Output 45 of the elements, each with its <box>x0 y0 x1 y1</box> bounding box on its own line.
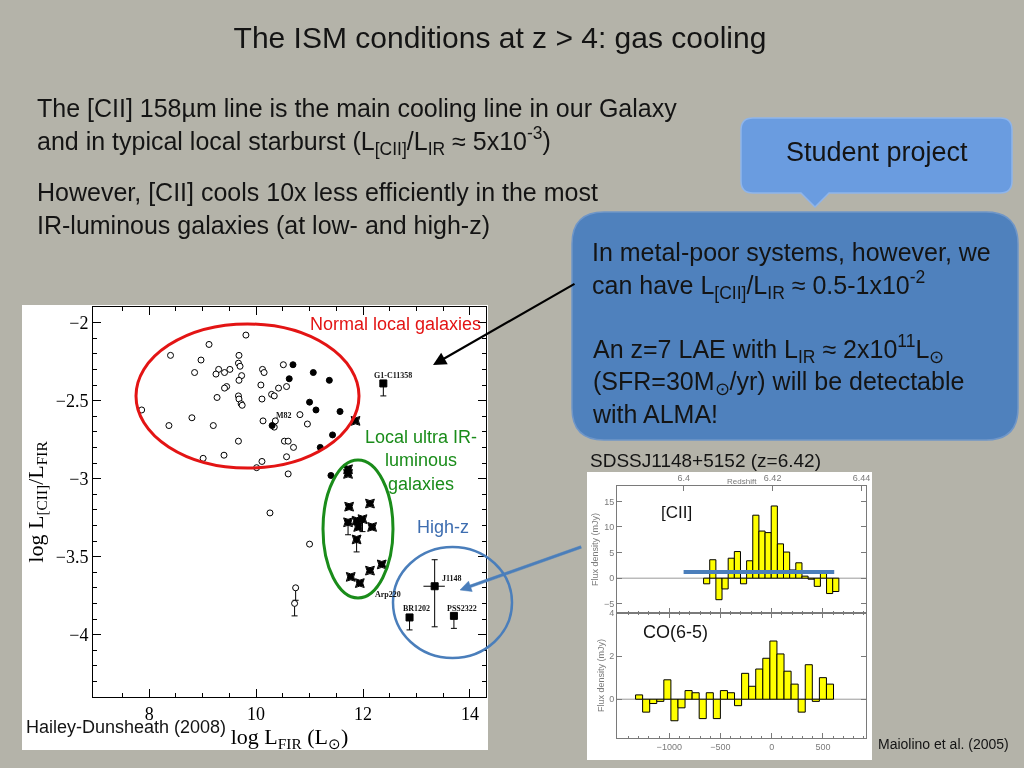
text: Maiolino et al. (2005) <box>878 736 1009 752</box>
annotation: BR1202 <box>403 604 431 613</box>
text: An z=7 LAE with L$_{IR}$ ≈ 2x10$^{11}$L$_{⊙}$ (SFR=30M$_{⊙}$/yr) will be detectable with ALMA! <box>593 331 965 428</box>
y-tick-label: 0 <box>609 573 615 584</box>
chart-title: SDSSJ1148+5152 (z=6.42) <box>590 450 821 471</box>
annotation: [CII] <box>661 503 693 522</box>
annotation: Normal local galaxies <box>310 314 482 334</box>
text: However, [CII] cools 10x less efficiently in the most IR-luminous galaxies (at low- and high-z) <box>37 178 598 239</box>
x-tick-label: 0 <box>769 741 775 752</box>
y-tick-label: 4 <box>609 608 615 619</box>
y-tick-label: −3 <box>69 468 89 489</box>
x-tick-label: 10 <box>247 703 266 724</box>
y-tick-label: 0 <box>609 694 615 705</box>
x-tick-label: −500 <box>710 741 731 752</box>
x2-axis-title: Redshift <box>727 477 758 486</box>
annotation: High-z <box>417 517 470 537</box>
x-axis-title: log L$_{FIR}$ (L$_{⊙}$) <box>230 724 349 753</box>
annotation: M82 <box>276 411 292 420</box>
annotation: J1148 <box>442 574 462 583</box>
y-axis-title: Flux density (mJy) <box>590 512 601 587</box>
y-tick-label: −3.5 <box>55 546 89 567</box>
annotation: Local ultra IR-luminous galaxies <box>365 427 478 494</box>
y-tick-label: 2 <box>609 651 615 662</box>
x2-tick-label: 6.4 <box>677 473 690 484</box>
x2-tick-label: 6.44 <box>852 473 871 484</box>
x2-tick-label: 6.42 <box>763 473 782 484</box>
annotation: G1-C11358 <box>374 371 413 380</box>
x-tick-label: −1000 <box>656 741 682 752</box>
y-tick-label: −2.5 <box>55 390 89 411</box>
y-tick-label: 5 <box>609 547 615 558</box>
chart-title: The ISM conditions at z > 4: gas cooling <box>233 20 767 54</box>
y-axis-title: Flux density (mJy) <box>595 638 606 713</box>
y-tick-label: −2 <box>69 312 89 333</box>
annotation: CO(6-5) <box>643 622 709 642</box>
y-tick-label: 15 <box>604 496 615 507</box>
text: Student project <box>786 137 969 167</box>
annotation: PSS2322 <box>447 604 477 613</box>
x-tick-label: 12 <box>354 703 373 724</box>
text: The [CII] 158µm line is the main cooling line in our Galaxy and in typical local starburst (L$_{[CII]}$/L$_{IR}$ ≈ 5x10$^{-3}$) <box>37 94 678 159</box>
x-tick-label: 500 <box>815 741 831 752</box>
y-tick-label: −5 <box>603 598 615 609</box>
y-tick-label: −4 <box>69 624 89 645</box>
text: In metal-poor systems, however, we can have L$_{[CII]}$/L$_{IR}$ ≈ 0.5-1x10$^{-2}$ <box>592 238 991 303</box>
x-tick-label: 14 <box>460 703 479 724</box>
y-tick-label: 10 <box>604 522 615 533</box>
